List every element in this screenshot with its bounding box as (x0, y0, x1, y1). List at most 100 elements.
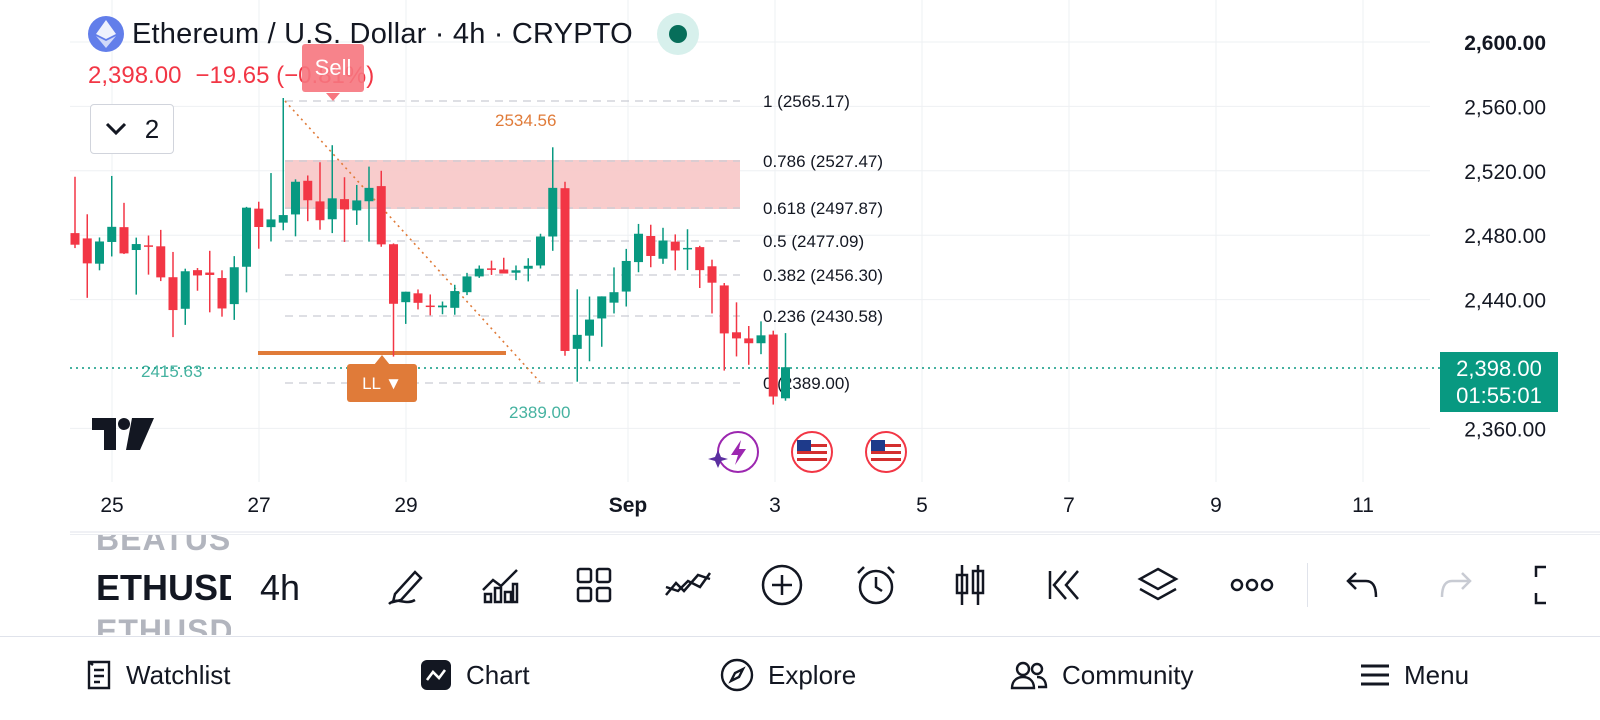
candle-body (303, 180, 313, 201)
fib-level-label: 0.786 (2527.47) (763, 152, 883, 171)
nav-community[interactable]: Community (1010, 655, 1193, 695)
candle-body (70, 233, 80, 245)
price-axis-label: 2,360.00 (1464, 418, 1546, 441)
candle-body (376, 186, 386, 245)
candle-body (438, 305, 447, 308)
nav-explore[interactable]: Explore (720, 655, 856, 695)
chart-overlays (70, 100, 1440, 383)
nav-explore-label: Explore (768, 659, 857, 690)
alert-clock-icon[interactable] (852, 563, 900, 607)
candle-body (585, 319, 594, 336)
undo-icon[interactable] (1338, 563, 1386, 607)
time-axis: 25 27 29 Sep 3 5 7 9 11 (100, 494, 1374, 517)
indicators-icon[interactable] (476, 563, 524, 607)
compass-icon (720, 658, 754, 692)
price-axis-label: 2,520.00 (1464, 161, 1546, 184)
layers-icon[interactable] (1134, 563, 1182, 607)
candle-body (597, 296, 607, 319)
symbol-next: ETHUSD (96, 613, 231, 635)
nav-community-label: Community (1062, 659, 1194, 690)
candle-body (572, 334, 582, 349)
candle-body (278, 215, 288, 223)
candle-body (499, 269, 509, 274)
candle-body (658, 240, 668, 259)
chart-type-candles-icon[interactable] (946, 563, 994, 607)
candle-body (646, 236, 656, 256)
nav-watchlist-label: Watchlist (126, 659, 231, 690)
candle-body (144, 245, 153, 247)
candle-body (683, 247, 692, 250)
candle-body (450, 291, 460, 308)
nav-chart[interactable]: Chart (420, 655, 530, 695)
nav-menu[interactable]: Menu (1360, 655, 1469, 695)
indicators-collapse-button[interactable]: 2 (90, 104, 174, 154)
time-axis-label: Sep (609, 494, 648, 517)
time-axis-label: 11 (1352, 494, 1374, 517)
candle-body (107, 226, 117, 242)
time-axis-label: 5 (916, 494, 928, 517)
symbol-picker[interactable]: BEATUSD ETHUSD ETHUSD (96, 535, 231, 635)
last-price-tag: 2,398.00 01:55:01 (1440, 352, 1558, 412)
time-axis-label: 7 (1063, 494, 1075, 517)
price-axis-label: 2,600.00 (1464, 32, 1546, 55)
last-price: 2,398.00 (88, 62, 182, 89)
candle-body (168, 277, 178, 311)
symbol-current: ETHUSD (96, 567, 231, 608)
candle-body (291, 181, 300, 215)
candle-body (315, 201, 325, 221)
add-icon[interactable] (758, 563, 806, 607)
symbol-title[interactable]: Ethereum / U.S. Dollar · 4h · CRYPTO (132, 17, 633, 50)
candle-body (781, 367, 790, 399)
candle-body (119, 227, 129, 254)
interval-button[interactable]: 4h (260, 567, 301, 608)
market-status-icon[interactable] (656, 13, 699, 55)
candle-body (756, 335, 766, 344)
candle-body (156, 246, 166, 278)
candle-body (744, 338, 754, 344)
time-axis-label: 9 (1210, 494, 1222, 517)
candle-body (389, 244, 398, 304)
tradingview-logo-icon (92, 418, 154, 455)
candle-body (548, 187, 558, 237)
candle-body (536, 236, 545, 266)
replay-rewind-icon[interactable] (1040, 563, 1088, 607)
chart-header: Ethereum / U.S. Dollar · 4h · CRYPTO (88, 13, 699, 55)
time-axis-label: 29 (394, 494, 417, 517)
fib-level-label: 1 (2565.17) (763, 92, 850, 111)
us-flag-event-icon (865, 431, 907, 473)
candle-body (82, 238, 92, 264)
fullscreen-icon[interactable] (1528, 563, 1576, 607)
candle-body (707, 266, 717, 283)
candle-body (413, 293, 423, 303)
fib-level-label: 0.5 (2477.09) (763, 232, 864, 251)
candle-body (487, 268, 496, 270)
sell-signal-badge[interactable]: Sell (302, 44, 364, 92)
redo-icon[interactable] (1432, 563, 1480, 607)
candle-body (193, 270, 202, 276)
price-axis: 2,600.00 2,560.00 2,520.00 2,480.00 2,440.00… (1464, 32, 1546, 441)
candle-body (266, 219, 276, 228)
time-axis-label: 27 (247, 494, 270, 517)
compare-icon[interactable] (664, 563, 712, 607)
us-flag-event-icon (791, 431, 833, 473)
candle-body (609, 292, 619, 303)
chart-icon (421, 660, 451, 690)
price-chart[interactable]: 1 (2565.17) 0.786 (2527.47) 0.618 (2497.87… (0, 0, 1600, 534)
ethereum-logo-icon (88, 16, 124, 52)
drawing-tools-icon[interactable] (382, 563, 430, 607)
candle-body (242, 207, 251, 267)
bar-countdown: 01:55:01 (1456, 383, 1542, 408)
candle-body (474, 268, 484, 277)
sell-pointer (326, 93, 340, 101)
chart-toolbar: BEATUSD ETHUSD ETHUSD 4h (70, 534, 1600, 635)
price-axis-label: 2,480.00 (1464, 225, 1546, 248)
ll-label: LL ▼ (362, 374, 402, 393)
more-options-icon[interactable] (1228, 563, 1276, 607)
nav-watchlist[interactable]: Watchlist (86, 655, 231, 695)
layouts-grid-icon[interactable] (570, 563, 618, 607)
chevron-down-icon (105, 122, 126, 136)
candle-body (401, 291, 411, 303)
candle-body (254, 208, 264, 227)
candle-body (229, 267, 239, 305)
bottom-navigation: Watchlist Chart Explore Community Menu (0, 636, 1600, 720)
